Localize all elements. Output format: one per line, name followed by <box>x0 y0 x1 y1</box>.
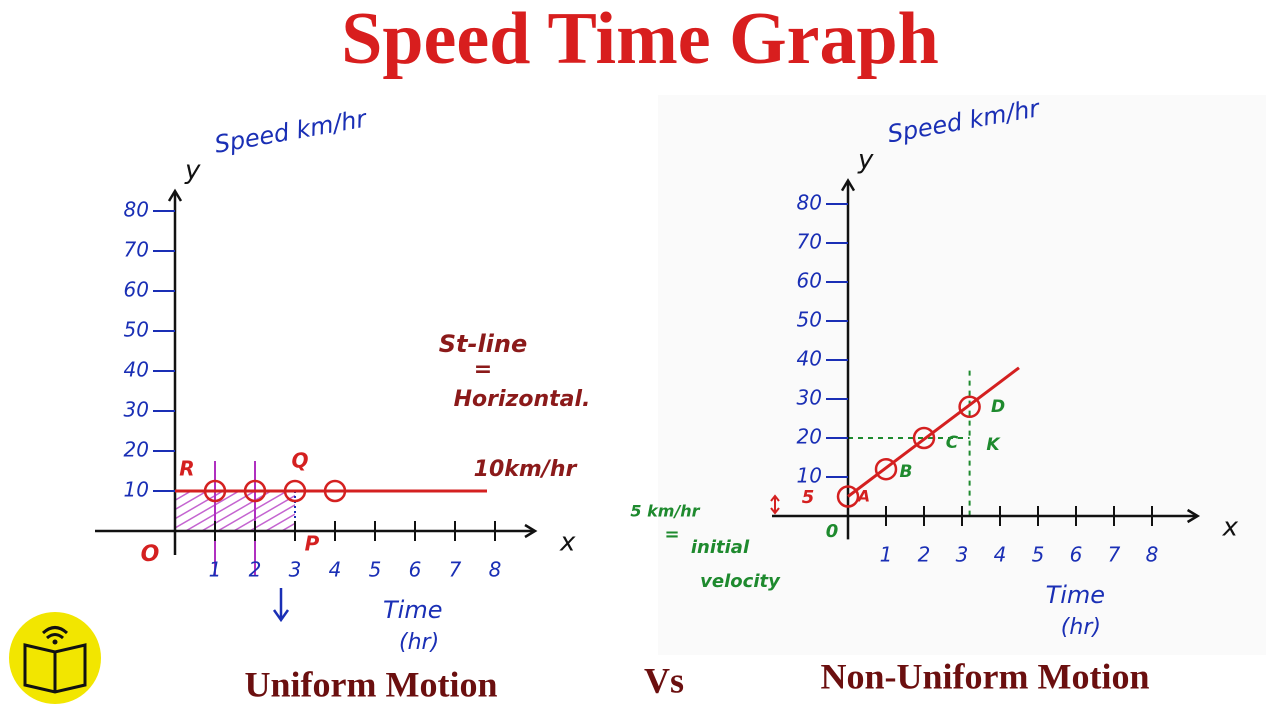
data-point <box>323 479 347 503</box>
y-tick-label: 20 <box>124 438 149 462</box>
y-tick-label: 80 <box>124 198 149 222</box>
y-tick-label: 20 <box>797 425 822 449</box>
y-axis-letter: y <box>184 156 201 186</box>
x-arrow <box>524 523 538 539</box>
x-tick-label: 5 <box>1032 543 1045 567</box>
annotation: A <box>856 487 870 506</box>
caption: Non-Uniform Motion <box>821 656 1150 696</box>
x-tick-label: 4 <box>329 558 342 582</box>
annotation: St-line <box>439 330 528 358</box>
x-tick-label: 4 <box>994 543 1007 567</box>
y-tick-label: 60 <box>797 269 822 293</box>
annotation: = <box>664 524 679 545</box>
x-tick-label: 2 <box>918 543 931 567</box>
data-point <box>958 395 981 419</box>
y-tick-label: 10 <box>124 478 149 502</box>
y-tick-label: 70 <box>797 230 822 254</box>
annotation: Horizontal. <box>454 387 591 412</box>
x-tick-label: 3 <box>956 543 969 567</box>
panel <box>658 95 1266 655</box>
x-axis-letter: x <box>1222 513 1239 543</box>
main-title: Speed Time Graph <box>341 0 939 80</box>
arrow <box>272 588 290 623</box>
x-tick-label: 7 <box>1108 543 1121 567</box>
x-tick-label: 8 <box>1146 543 1159 567</box>
annotation: initial <box>691 537 750 558</box>
x-tick-label: 7 <box>449 558 462 582</box>
y-tick-label: 30 <box>797 386 822 410</box>
x-axis-unit: (hr) <box>1061 615 1101 640</box>
annotation: Q <box>291 449 308 473</box>
annotation: O <box>141 542 160 567</box>
y-tick-label: 60 <box>124 278 149 302</box>
x-axis-unit: (hr) <box>399 630 439 655</box>
annotation: 5 km/hr <box>630 502 700 521</box>
logo <box>9 612 101 704</box>
annotation: R <box>179 457 194 481</box>
arrow <box>770 494 780 515</box>
data-point <box>912 426 936 450</box>
annotation: 0 <box>826 521 839 542</box>
y-tick-label: 40 <box>797 347 822 371</box>
y-arrow <box>167 188 183 202</box>
caption: Uniform Motion <box>245 664 498 704</box>
data-point <box>283 479 307 503</box>
annotation: 10km/hr <box>474 457 578 482</box>
x-tick-label: 2 <box>249 558 262 582</box>
shaded-area <box>175 491 295 531</box>
y-tick-label: 50 <box>797 308 822 332</box>
data-point <box>243 479 267 503</box>
x-tick-label: 6 <box>1070 543 1083 567</box>
y-tick-label: 70 <box>124 238 149 262</box>
x-tick-label: 3 <box>289 558 302 582</box>
x-tick-label: 5 <box>369 558 382 582</box>
y-tick-label: 50 <box>124 318 149 342</box>
x-axis-label: Time <box>1046 581 1105 609</box>
data-point <box>874 457 898 481</box>
x-arrow <box>1186 508 1201 524</box>
annotation: K <box>986 435 1001 455</box>
y-axis-letter: y <box>857 145 874 175</box>
x-tick-label: 6 <box>409 558 422 582</box>
y-tick-label: 10 <box>797 464 822 488</box>
annotation: 5 <box>802 487 815 508</box>
vs-label: Vs <box>644 660 684 700</box>
data-point <box>203 479 227 503</box>
x-tick-label: 1 <box>209 558 222 582</box>
data-point <box>836 485 860 508</box>
annotation: P <box>305 532 320 556</box>
annotation: velocity <box>700 571 781 592</box>
x-axis-label: Time <box>383 596 442 624</box>
x-axis-letter: x <box>559 528 576 558</box>
y-tick-label: 80 <box>797 191 822 215</box>
y-arrow <box>840 178 856 192</box>
x-tick-label: 1 <box>880 543 893 567</box>
x-tick-label: 8 <box>489 558 502 582</box>
annotation: B <box>900 462 913 482</box>
annotation: D <box>991 397 1005 417</box>
annotation: C <box>946 433 959 453</box>
y-tick-label: 40 <box>124 358 149 382</box>
y-tick-label: 30 <box>124 398 149 422</box>
annotation: = <box>474 357 492 382</box>
